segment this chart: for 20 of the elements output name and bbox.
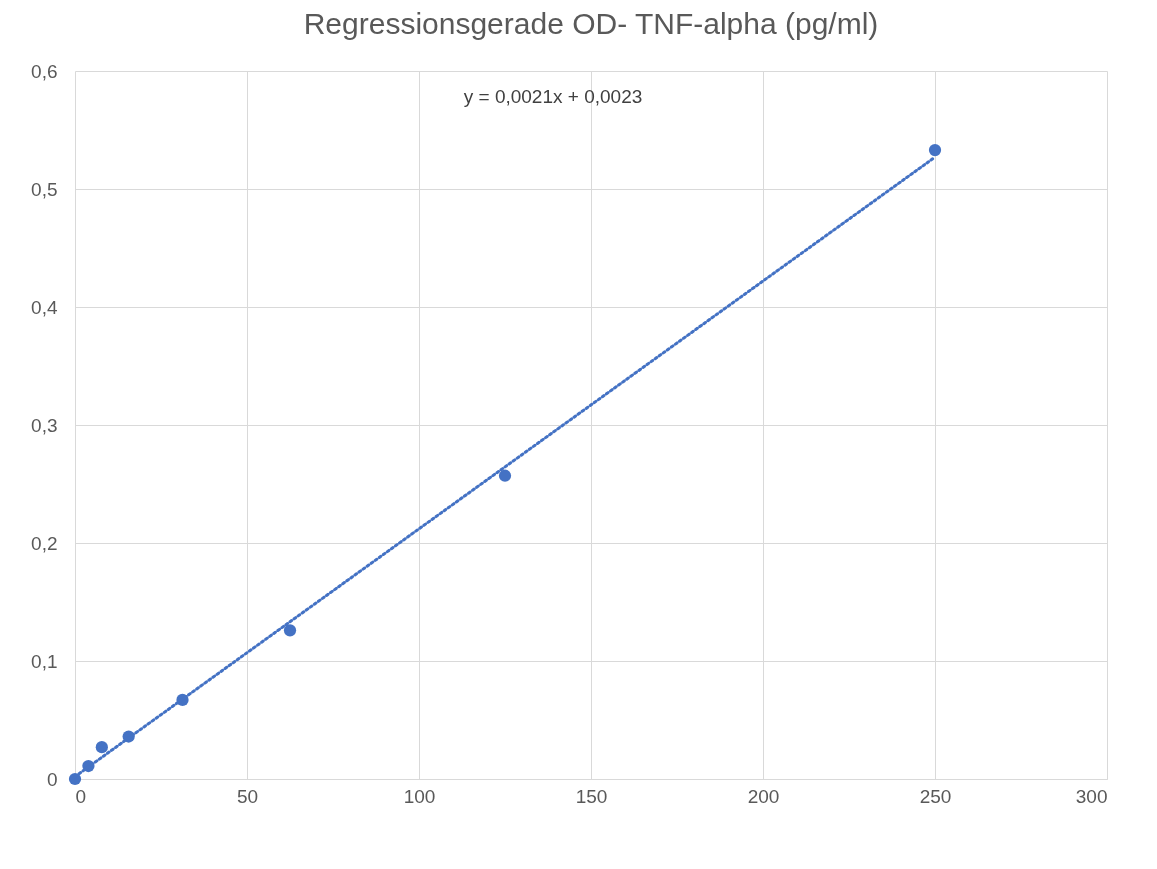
x-tick-label: 300 xyxy=(1075,785,1108,807)
x-tick-label: 100 xyxy=(403,785,436,807)
point xyxy=(95,741,108,754)
y-tick-label: 0,2 xyxy=(31,532,58,554)
x-tick-label: 250 xyxy=(919,785,952,807)
chart-title: Regressionsgerade OD- TNF-alpha (pg/ml) xyxy=(303,7,879,40)
x-tick-label: 50 xyxy=(236,785,259,807)
y-tick-label: 0 xyxy=(46,768,58,790)
x-tick-label: 150 xyxy=(575,785,608,807)
y-tick-label: 0,3 xyxy=(31,414,58,436)
x-tick-label: 0 xyxy=(75,785,87,807)
x-tick-label: 200 xyxy=(747,785,780,807)
point xyxy=(498,469,512,482)
point xyxy=(283,624,297,637)
annotation: y = 0,0021x + 0,0023 xyxy=(463,86,643,107)
y-tick-label: 0,1 xyxy=(31,650,58,672)
y-tick-label: 0,6 xyxy=(31,60,58,82)
y-tick-label: 0,4 xyxy=(31,296,58,318)
point xyxy=(928,143,942,157)
y-tick-label: 0,5 xyxy=(31,178,58,200)
